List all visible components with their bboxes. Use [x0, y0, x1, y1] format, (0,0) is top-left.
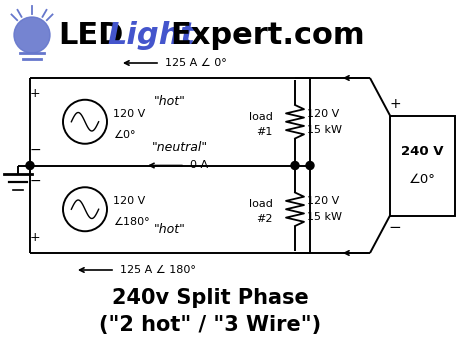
Text: ("2 hot" / "3 Wire"): ("2 hot" / "3 Wire") [99, 315, 321, 335]
Text: −: − [389, 220, 401, 235]
Circle shape [26, 162, 34, 170]
Text: 15 kW: 15 kW [307, 212, 342, 222]
Text: +: + [30, 231, 40, 244]
Text: −: − [29, 174, 41, 188]
Text: 120 V: 120 V [307, 109, 339, 119]
Text: 125 A ∠ 0°: 125 A ∠ 0° [165, 58, 227, 68]
Text: +: + [30, 87, 40, 100]
Text: +: + [389, 97, 401, 110]
Text: 240v Split Phase: 240v Split Phase [111, 288, 309, 308]
Text: −: − [29, 143, 41, 157]
Text: Light: Light [107, 21, 195, 50]
Text: 15 kW: 15 kW [307, 125, 342, 135]
Text: Expert.com: Expert.com [170, 21, 365, 50]
Text: ∠180°: ∠180° [113, 217, 150, 227]
Text: #2: #2 [256, 214, 273, 224]
Text: load: load [249, 112, 273, 122]
Text: 125 A ∠ 180°: 125 A ∠ 180° [120, 265, 196, 275]
Circle shape [14, 17, 50, 53]
Text: "hot": "hot" [154, 223, 186, 236]
Text: ∠0°: ∠0° [409, 173, 436, 186]
Text: "hot": "hot" [154, 95, 186, 108]
Text: 240 V: 240 V [401, 145, 444, 158]
Circle shape [291, 162, 299, 170]
Text: 120 V: 120 V [113, 109, 145, 119]
Text: #1: #1 [256, 127, 273, 137]
Text: "neutral": "neutral" [152, 141, 208, 154]
Circle shape [306, 162, 314, 170]
Text: load: load [249, 199, 273, 209]
Bar [390, 115, 455, 216]
Text: 0 A: 0 A [190, 160, 208, 171]
Text: ∠0°: ∠0° [113, 130, 136, 140]
Text: LED: LED [58, 21, 123, 50]
Text: 120 V: 120 V [307, 196, 339, 206]
Text: 120 V: 120 V [113, 196, 145, 206]
